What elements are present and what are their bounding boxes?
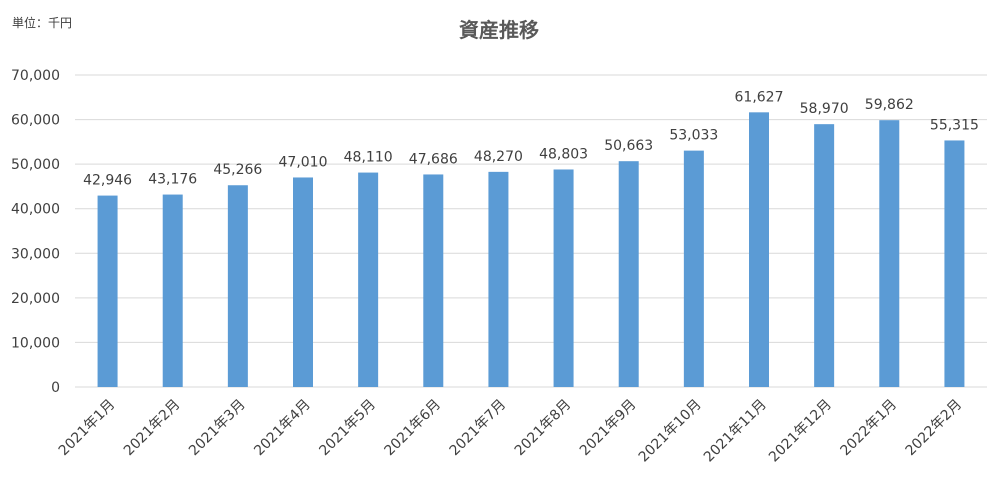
x-tick-label: 2021年3月 <box>186 397 249 460</box>
bar <box>749 112 769 388</box>
data-label: 47,010 <box>279 154 328 170</box>
x-tick-label: 2021年10月 <box>636 397 705 466</box>
y-tick-label: 20,000 <box>11 291 60 307</box>
x-tick-label: 2021年5月 <box>316 397 379 460</box>
data-label: 42,946 <box>83 173 132 189</box>
y-tick-label: 60,000 <box>11 113 60 129</box>
bar <box>553 169 574 387</box>
x-tick-label: 2021年1月 <box>56 397 119 460</box>
bar <box>683 150 704 387</box>
data-label: 48,270 <box>474 149 523 165</box>
bar <box>162 194 183 387</box>
x-tick-label: 2021年6月 <box>382 397 445 460</box>
x-tick-label: 2021年11月 <box>701 397 770 466</box>
x-tick-label: 2022年1月 <box>838 397 901 460</box>
x-tick-label: 2021年2月 <box>121 397 184 460</box>
bar <box>227 185 248 387</box>
y-tick-label: 0 <box>51 380 60 396</box>
data-label: 53,033 <box>669 128 718 144</box>
x-tick-label: 2021年4月 <box>251 397 314 460</box>
y-tick-label: 70,000 <box>11 68 60 84</box>
bar <box>293 177 313 387</box>
x-tick-label: 2021年8月 <box>512 397 575 460</box>
bar <box>358 172 379 387</box>
data-label: 43,176 <box>148 172 197 188</box>
bar <box>618 161 639 387</box>
x-tick-label: 2022年2月 <box>903 397 966 460</box>
data-label: 58,970 <box>800 101 849 117</box>
data-label: 61,627 <box>735 89 784 105</box>
bar <box>814 124 835 387</box>
unit-label: 単位：千円 <box>12 16 73 30</box>
y-tick-label: 40,000 <box>11 202 60 218</box>
data-label: 59,862 <box>865 97 914 113</box>
y-tick-label: 30,000 <box>11 246 60 262</box>
y-tick-label: 50,000 <box>11 157 60 173</box>
data-label: 48,803 <box>539 146 588 162</box>
bar <box>944 140 965 387</box>
x-tick-label: 2021年12月 <box>766 397 835 466</box>
bar <box>423 174 444 387</box>
y-tick-label: 10,000 <box>11 335 60 351</box>
chart-title: 資産推移 <box>459 18 539 42</box>
x-tick-label: 2021年9月 <box>577 397 640 460</box>
data-label: 55,315 <box>930 117 979 133</box>
data-label: 50,663 <box>604 138 653 154</box>
bar <box>97 195 118 387</box>
data-label: 45,266 <box>213 162 262 178</box>
x-tick-label: 2021年7月 <box>447 397 510 460</box>
bar <box>488 171 509 387</box>
data-label: 48,110 <box>344 150 393 166</box>
data-label: 47,686 <box>409 151 458 167</box>
bar <box>879 120 900 387</box>
